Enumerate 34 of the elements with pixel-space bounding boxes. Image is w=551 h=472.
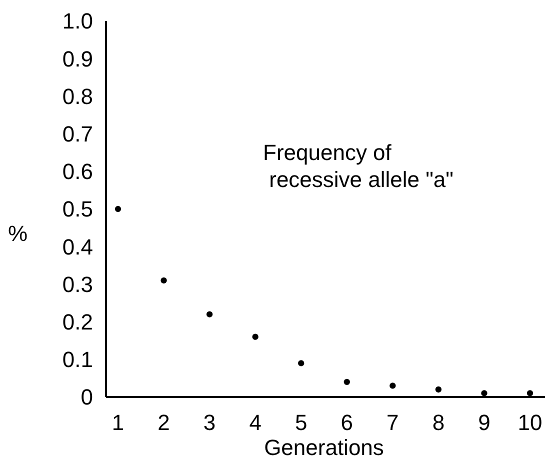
- y-tick-label: 0.3: [62, 272, 93, 297]
- x-tick-label: 5: [294, 410, 308, 435]
- x-tick-label: 2: [158, 410, 170, 435]
- x-tick-label: 10: [518, 410, 542, 435]
- x-axis-title: Generations: [264, 435, 384, 460]
- x-tick-label: 1: [112, 410, 124, 435]
- y-tick-label: 0.4: [62, 234, 93, 260]
- y-tick-label: 0.5: [62, 196, 93, 222]
- y-tick-label: 1.0: [62, 8, 93, 34]
- point: [481, 390, 488, 396]
- x-tick-label: 7: [386, 410, 399, 435]
- point: [114, 206, 122, 212]
- y-tick-label: 0: [80, 384, 93, 410]
- point: [435, 386, 442, 393]
- point: [298, 360, 304, 366]
- annotation: Frequency of recessive allele "a": [263, 140, 454, 192]
- y-axis-title: %: [8, 221, 28, 246]
- y-tick-label: 0.6: [62, 159, 93, 184]
- y-tick-label: 0.9: [62, 46, 93, 72]
- point: [526, 390, 534, 396]
- point: [390, 382, 396, 389]
- x-tick-label: 6: [340, 410, 354, 435]
- x-tick-label: 4: [249, 410, 262, 435]
- y-tick-label: 0.1: [62, 347, 93, 372]
- point: [344, 378, 350, 386]
- point: [160, 277, 167, 284]
- x-tick-label: 8: [432, 410, 445, 435]
- point: [252, 334, 258, 340]
- point: [206, 311, 213, 318]
- y-tick-label: 0.7: [62, 122, 93, 146]
- y-tick-label: 0.8: [62, 84, 93, 109]
- x-tick-label: 3: [203, 410, 216, 435]
- x-tick-label: 9: [478, 410, 490, 435]
- y-tick-label: 0.2: [62, 310, 93, 334]
